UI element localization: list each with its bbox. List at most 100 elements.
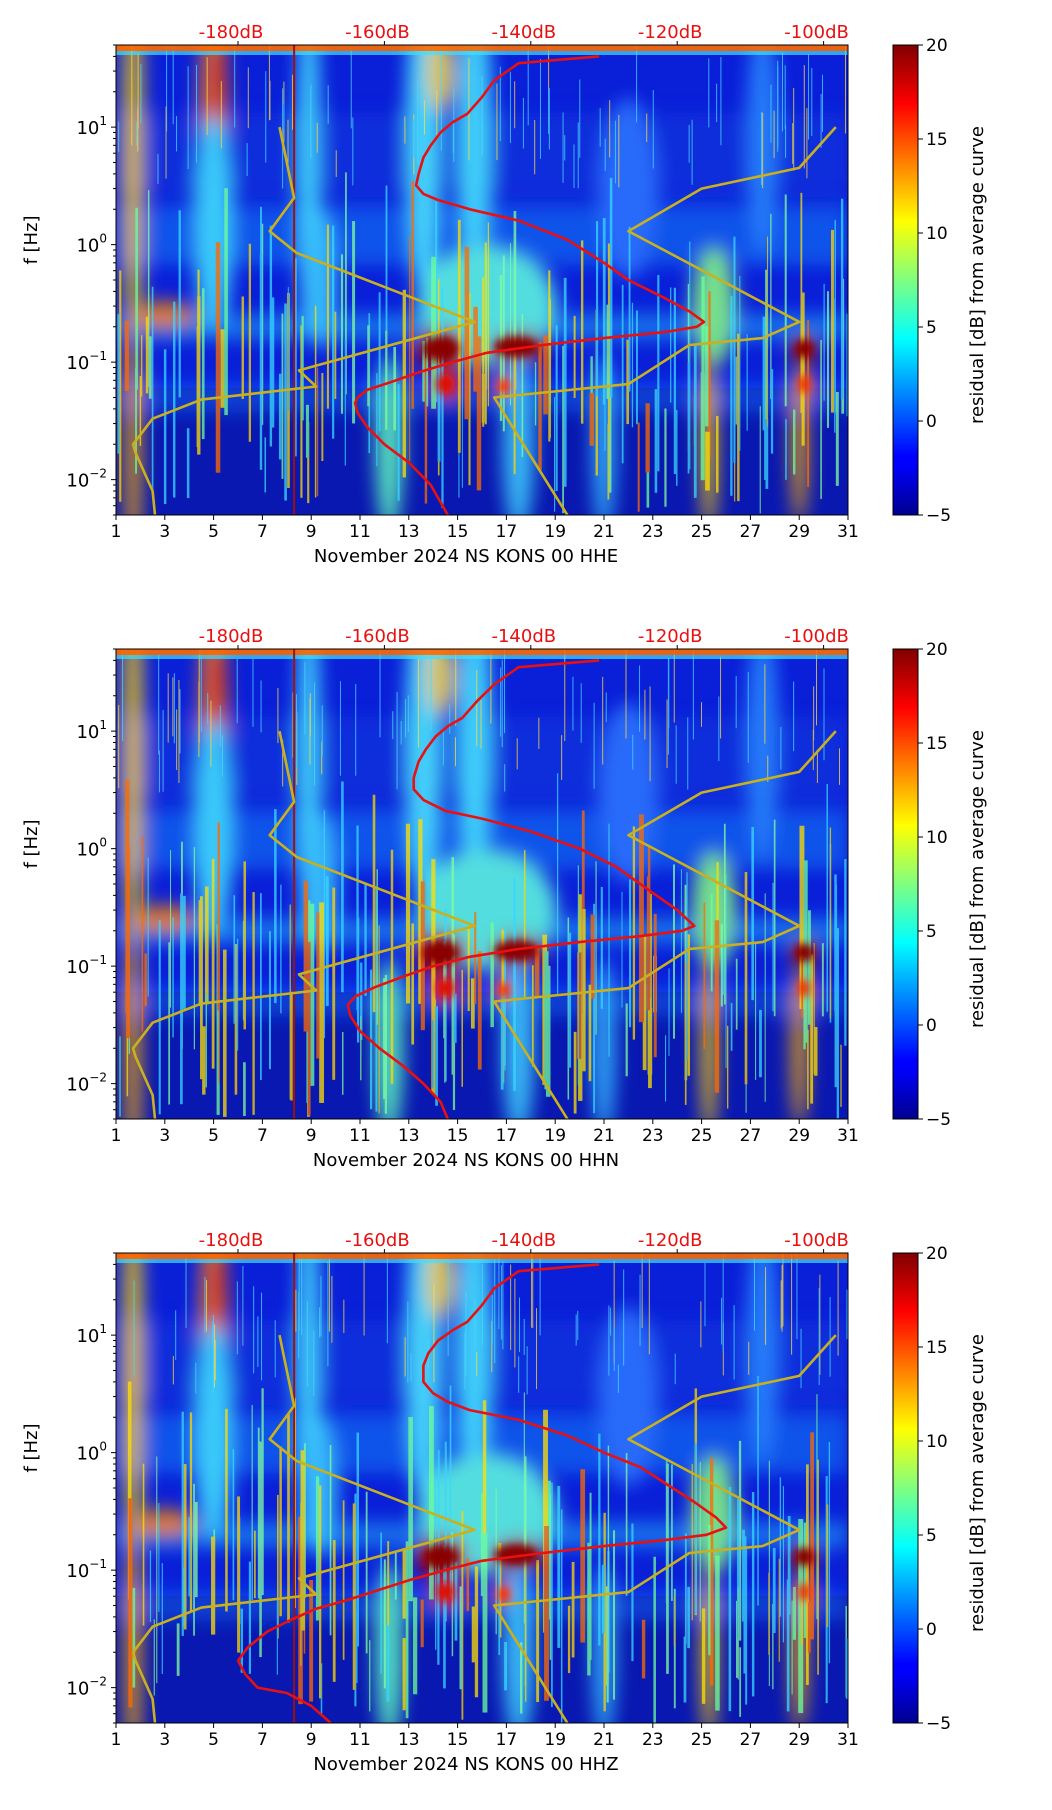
colorbar: −5 0 5 10 15 20 residual [dB] from average cur…	[892, 640, 988, 1130]
heatmap-streak	[787, 1515, 791, 1615]
nhnm-curve	[492, 730, 837, 1119]
heatmap-streak	[253, 1286, 255, 1374]
heatmap-streak	[746, 334, 748, 431]
heatmap-streak	[628, 879, 632, 1028]
heatmap-streak	[723, 823, 726, 1005]
heatmap-streak	[796, 1253, 798, 1340]
heatmap-streak	[684, 962, 687, 1105]
heatmap-streak	[326, 224, 329, 409]
heatmap-streak	[579, 79, 581, 158]
colorbar-tick-label: −5	[926, 1714, 951, 1734]
heatmap-streak	[356, 1432, 360, 1647]
heatmap-streak	[519, 1297, 521, 1353]
heatmap-streak	[821, 74, 823, 132]
colorbar-tick-label: 15	[926, 130, 948, 150]
top-tick-label: -180dB	[199, 1230, 264, 1251]
heatmap-streak	[172, 1356, 174, 1385]
heatmap-streak	[345, 172, 347, 395]
x-tick-label: 27	[740, 522, 762, 542]
heatmap-streak	[668, 968, 670, 1056]
heatmap-streak	[372, 794, 376, 1013]
heatmap-streak	[482, 1533, 488, 1713]
heatmap-streak	[800, 1328, 802, 1389]
heatmap-streak	[243, 1062, 246, 1116]
heatmap-streak	[147, 190, 150, 387]
x-tick-label: 23	[642, 522, 664, 542]
heatmap-streak	[264, 437, 267, 493]
heatmap-streak	[321, 373, 324, 461]
heatmap-streak	[779, 1477, 782, 1617]
heatmap-core	[798, 1583, 811, 1602]
heatmap-streak	[840, 1044, 842, 1107]
heatmap-streak	[826, 783, 828, 1012]
heatmap-streak	[714, 920, 720, 1093]
heatmap-streak	[194, 1501, 198, 1598]
heatmap-streak	[498, 1551, 501, 1656]
heatmap-streak	[189, 1412, 193, 1613]
nlnm-curve	[131, 126, 476, 515]
x-tick-label: 15	[447, 1126, 469, 1146]
heatmap-streak	[747, 671, 749, 763]
heatmap-streak	[504, 649, 506, 734]
heatmap-streak	[405, 1541, 409, 1719]
heatmap-streak	[206, 57, 208, 136]
heatmap-streak	[673, 1596, 675, 1647]
heatmap-streak	[835, 391, 839, 486]
heatmap-streak	[557, 1485, 561, 1648]
heatmap-streak	[593, 702, 595, 789]
heatmap-streak	[232, 1449, 235, 1601]
heatmap-streak	[664, 1035, 667, 1102]
heatmap-streak	[687, 1586, 691, 1649]
x-tick-label: 31	[837, 1730, 859, 1750]
heatmap-streak	[268, 45, 270, 121]
heatmap-streak	[573, 1031, 577, 1114]
heatmap-streak	[625, 649, 627, 739]
heatmap-blob	[426, 45, 455, 112]
heatmap-blob	[426, 1253, 455, 1320]
heatmap-streak	[564, 649, 566, 741]
heatmap-streak	[287, 287, 289, 411]
heatmap-streak	[216, 924, 220, 1115]
heatmap-blob	[375, 958, 404, 1119]
heatmap-streak	[762, 316, 766, 431]
heatmap-streak	[826, 291, 830, 428]
heatmap-streak	[785, 124, 787, 158]
nhnm-curve	[492, 1334, 837, 1723]
heatmap-streak	[449, 704, 451, 735]
heatmap-blob	[193, 717, 234, 938]
heatmap-streak	[737, 1587, 739, 1680]
top-tick-label: -140dB	[491, 626, 556, 647]
heatmap-top-strip	[116, 649, 848, 655]
heatmap-streak	[206, 1279, 208, 1332]
heatmap-streak	[803, 1522, 807, 1638]
heatmap-streak	[686, 872, 688, 1060]
heatmap-streak	[648, 1256, 650, 1355]
x-tick-label: 25	[691, 522, 713, 542]
heatmap-streak	[393, 346, 397, 431]
heatmap-cores	[422, 336, 815, 395]
heatmap-streak	[793, 87, 795, 171]
heatmap-streak	[149, 1550, 152, 1623]
heatmap-core	[794, 943, 815, 962]
heatmap-streak	[499, 66, 501, 142]
heatmap-streak	[726, 1025, 729, 1109]
heatmap-streak	[708, 291, 711, 459]
heatmap-streak	[845, 1638, 848, 1699]
heatmap-streak	[816, 749, 818, 783]
heatmap-streak	[786, 1579, 790, 1712]
heatmap-streak	[153, 1619, 155, 1696]
heatmap-streak	[487, 222, 489, 407]
heatmap-streak	[625, 1003, 628, 1077]
heatmap-streak	[254, 1530, 256, 1599]
heatmap-streak	[158, 920, 161, 1115]
heatmap-streak	[265, 71, 267, 163]
heatmap-streak	[237, 1496, 241, 1653]
heatmap-streak	[444, 1024, 446, 1083]
heatmap-streak	[534, 119, 536, 175]
heatmap-streak	[722, 1253, 724, 1353]
heatmap-streak	[576, 952, 582, 1059]
heatmap-streak	[813, 943, 815, 1075]
colorbar-tick-label: 0	[926, 1620, 937, 1640]
heatmap-streak	[513, 338, 516, 475]
heatmap-streak	[268, 931, 271, 1070]
